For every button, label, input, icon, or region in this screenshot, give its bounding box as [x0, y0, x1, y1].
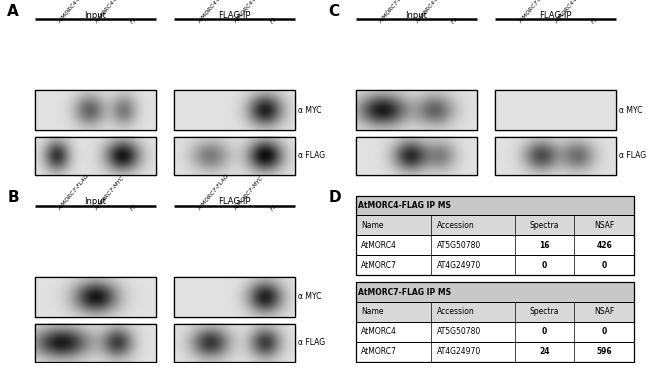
Text: FLAG-IP: FLAG-IP [540, 11, 572, 19]
Bar [34, 277, 156, 317]
Text: AtMORC4-FLAG: AtMORC4-FLAG [57, 0, 90, 25]
Text: AtMORC7-FLAG: AtMORC7-FLAG [197, 173, 229, 211]
Bar [495, 137, 616, 175]
Text: AT4G24970: AT4G24970 [437, 261, 481, 270]
Text: AtMORC4-MYC: AtMORC4-MYC [233, 0, 265, 25]
Text: F1: F1 [270, 16, 278, 25]
Text: AtMORC4-FLAG: AtMORC4-FLAG [554, 0, 587, 25]
Bar [495, 90, 616, 130]
Text: AtMORC7: AtMORC7 [361, 261, 397, 270]
Text: AtMORC4: AtMORC4 [361, 327, 397, 336]
Bar [356, 302, 634, 322]
Text: F1: F1 [130, 203, 138, 211]
Text: Input: Input [406, 11, 427, 19]
Text: F1: F1 [451, 16, 460, 25]
Bar [174, 90, 295, 130]
Text: NSAF: NSAF [594, 221, 615, 230]
Text: Name: Name [361, 308, 384, 316]
Text: AtMORC7-FLAG IP MS: AtMORC7-FLAG IP MS [358, 287, 451, 297]
Text: AT5G50780: AT5G50780 [437, 327, 481, 336]
Text: AtMORC4-MYC: AtMORC4-MYC [94, 0, 125, 25]
Text: α MYC: α MYC [298, 105, 322, 115]
Text: AT5G50780: AT5G50780 [437, 241, 481, 250]
Text: 24: 24 [540, 347, 550, 356]
Text: AtMORC7-MYC: AtMORC7-MYC [518, 0, 549, 25]
Text: AtMORC7: AtMORC7 [361, 347, 397, 356]
Bar [34, 137, 156, 175]
Text: 0: 0 [602, 261, 607, 270]
Text: AT4G24970: AT4G24970 [437, 347, 481, 356]
Bar [174, 277, 295, 317]
Bar [34, 324, 156, 361]
Text: 596: 596 [597, 347, 612, 356]
Bar [356, 196, 634, 275]
Bar [495, 137, 616, 175]
Bar [356, 282, 634, 302]
Text: Accession: Accession [437, 308, 474, 316]
Bar [356, 196, 634, 215]
Text: D: D [328, 190, 341, 206]
Text: Spectra: Spectra [530, 308, 559, 316]
Text: 16: 16 [540, 241, 550, 250]
Text: F1: F1 [130, 16, 138, 25]
Text: AtMORC7-MYC: AtMORC7-MYC [233, 175, 265, 211]
Text: Name: Name [361, 221, 384, 230]
Text: AtMORC7-MYC: AtMORC7-MYC [378, 0, 410, 25]
Text: FLAG-IP: FLAG-IP [218, 11, 251, 19]
Bar [34, 277, 156, 317]
Bar [34, 324, 156, 361]
Text: A: A [7, 4, 19, 19]
Bar [356, 255, 634, 275]
Text: 0: 0 [602, 327, 607, 336]
Bar [34, 90, 156, 130]
Bar [174, 324, 295, 361]
Bar [174, 90, 295, 130]
Text: Input: Input [84, 11, 106, 19]
Bar [356, 282, 634, 361]
Bar [495, 90, 616, 130]
Bar [174, 277, 295, 317]
Bar [34, 90, 156, 130]
Text: α MYC: α MYC [619, 105, 643, 115]
Bar [356, 90, 477, 130]
Text: F1: F1 [591, 16, 599, 25]
Text: AtMORC7-MYC: AtMORC7-MYC [94, 175, 125, 211]
Text: Input: Input [84, 197, 106, 206]
Bar [356, 137, 477, 175]
Text: B: B [7, 190, 19, 206]
Bar [356, 322, 634, 342]
Text: C: C [328, 4, 339, 19]
Text: AtMORC7-FLAG: AtMORC7-FLAG [57, 173, 90, 211]
Bar [34, 137, 156, 175]
Text: 0: 0 [542, 327, 547, 336]
Text: 426: 426 [597, 241, 612, 250]
Text: α FLAG: α FLAG [298, 151, 325, 160]
Text: AtMORC4: AtMORC4 [361, 241, 397, 250]
Text: F1: F1 [270, 203, 278, 211]
Bar [356, 342, 634, 361]
Text: α MYC: α MYC [298, 292, 322, 301]
Bar [174, 137, 295, 175]
Bar [356, 90, 477, 130]
Text: 0: 0 [542, 261, 547, 270]
Text: FLAG-IP: FLAG-IP [218, 197, 251, 206]
Text: α FLAG: α FLAG [619, 151, 646, 160]
Text: AtMORC4-FLAG IP MS: AtMORC4-FLAG IP MS [358, 201, 451, 210]
Text: AtMORC4-FLAG: AtMORC4-FLAG [415, 0, 448, 25]
Text: α FLAG: α FLAG [298, 338, 325, 347]
Bar [174, 137, 295, 175]
Text: NSAF: NSAF [594, 308, 615, 316]
Bar [356, 215, 634, 235]
Text: Accession: Accession [437, 221, 474, 230]
Text: Spectra: Spectra [530, 221, 559, 230]
Text: AtMORC4-FLAG: AtMORC4-FLAG [197, 0, 229, 25]
Bar [174, 324, 295, 361]
Bar [356, 235, 634, 255]
Bar [356, 137, 477, 175]
